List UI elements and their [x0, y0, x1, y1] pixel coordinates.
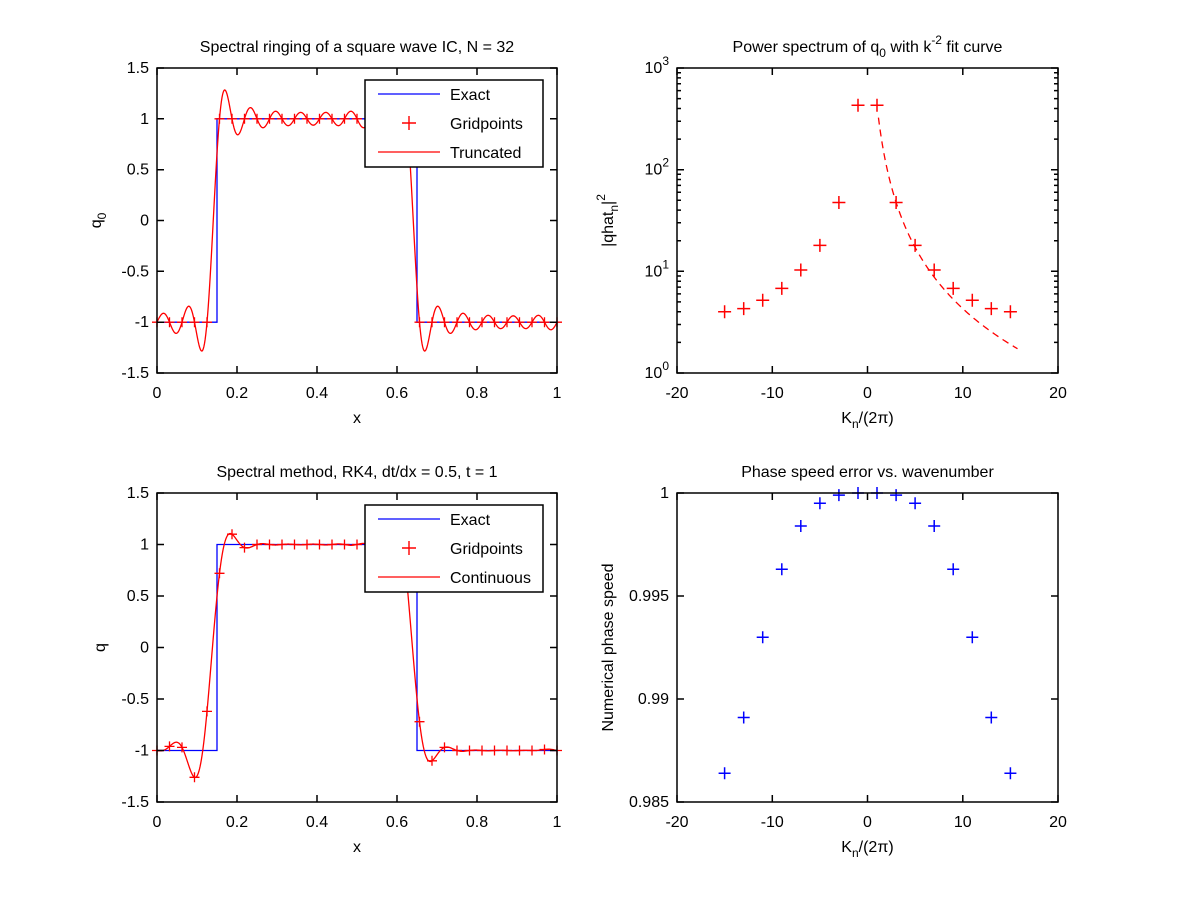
legend-label: Exact	[450, 512, 491, 529]
subplot-phase-speed: -20 -10 0 10 20 0.985 0.99 0.995 1 Phase speed er…	[600, 464, 1067, 860]
legend-label: Exact	[450, 87, 491, 104]
x-axis-label-spectral-method: x	[353, 839, 361, 856]
x-tick-label: -20	[665, 385, 688, 402]
y-axis-label-power-spectrum: |qhatn|2	[594, 194, 621, 247]
marker-layer-power-spectrum	[718, 98, 1017, 319]
axis-ticks-power-spectrum	[676, 67, 1059, 374]
y-tick-label: 103	[645, 54, 670, 77]
chart-title-spectral-method: Spectral method, RK4, dt/dx = 0.5, t = 1	[216, 464, 497, 481]
y-tick-label: 0.985	[629, 794, 669, 811]
x-tick-label: -10	[761, 814, 784, 831]
y-tick-label: 0.5	[127, 588, 149, 605]
x-tick-label: 0.2	[226, 385, 248, 402]
y-tick-label: 0.995	[629, 588, 669, 605]
x-tick-label: -10	[761, 385, 784, 402]
x-tick-label: 0	[863, 385, 872, 402]
legend-label: Truncated	[450, 145, 521, 162]
subplot-spectral-method: 0 0.2 0.4 0.6 0.8 1 -1.5 -1 -0.5 0 0.5 1 1.5 Spectral…	[92, 464, 562, 856]
y-axis-label-phase-speed: Numerical phase speed	[600, 563, 617, 731]
y-tick-label: 101	[645, 257, 670, 280]
subplot-spectral-ringing: 0 0.2 0.4 0.6 0.8 1 -1.5 -1 -0.5 0 0.5 1 1.5 Spectral…	[88, 39, 562, 427]
x-axis-label-spectral-ringing: x	[353, 410, 361, 427]
y-tick-label: -0.5	[121, 263, 149, 280]
legend-plus-swatch	[402, 541, 416, 555]
x-tick-label: -20	[665, 814, 688, 831]
y-tick-label: 102	[645, 156, 670, 179]
chart-title-phase-speed: Phase speed error vs. wavenumber	[741, 464, 994, 481]
y-tick-label: 100	[645, 359, 670, 382]
legend-spectral-ringing: Exact Gridpoints Truncated	[364, 79, 544, 168]
y-tick-label: 0.5	[127, 162, 149, 179]
legend-plus-swatch	[402, 116, 416, 130]
x-tick-label: 0.4	[306, 814, 328, 831]
series-phase-speed-points	[718, 487, 1017, 780]
legend-spectral-method: Exact Gridpoints Continuous	[364, 504, 544, 593]
marker-layer-phase-speed	[718, 487, 1017, 780]
x-tick-label: 0	[863, 814, 872, 831]
x-tick-label: 1	[553, 385, 562, 402]
x-tick-label: 0.2	[226, 814, 248, 831]
x-tick-label: 10	[954, 814, 972, 831]
y-tick-label: -1	[135, 743, 149, 760]
chart-title-power-spectrum: Power spectrum of q0 with k-2 fit curve	[733, 33, 1003, 60]
x-axis-label-phase-speed: Kn/(2π)	[841, 839, 893, 860]
axes-box-power-spectrum	[676, 67, 1059, 374]
y-tick-label: 1.5	[127, 60, 149, 77]
y-tick-label: 0	[140, 640, 149, 657]
y-tick-label: -1.5	[121, 365, 149, 382]
axis-ticks-spectral-method	[156, 492, 558, 803]
axes-box-phase-speed	[676, 492, 1059, 803]
x-tick-label: 0.4	[306, 385, 328, 402]
x-tick-label: 1	[553, 814, 562, 831]
series-spectrum-points	[718, 98, 1017, 319]
x-tick-label: 10	[954, 385, 972, 402]
x-tick-label: 0	[153, 385, 162, 402]
y-axis-label-spectral-ringing: q0	[88, 212, 109, 228]
x-tick-label: 20	[1049, 385, 1067, 402]
y-tick-label: -1	[135, 314, 149, 331]
legend-label: Gridpoints	[450, 541, 523, 558]
legend-label: Continuous	[450, 570, 531, 587]
y-tick-label: 1.5	[127, 485, 149, 502]
y-tick-label: -1.5	[121, 794, 149, 811]
y-tick-label: 0	[140, 213, 149, 230]
x-tick-label: 0.8	[466, 385, 488, 402]
y-tick-label: 1	[660, 485, 669, 502]
y-tick-label: 0.99	[638, 691, 669, 708]
y-tick-label: 1	[140, 537, 149, 554]
axis-ticks-spectral-ringing	[156, 67, 558, 374]
y-tick-label: 1	[140, 111, 149, 128]
axis-ticks-phase-speed	[676, 492, 1059, 803]
series-k2-fit	[877, 117, 1018, 350]
y-axis-label-spectral-method: q	[92, 643, 109, 652]
x-tick-label: 0.6	[386, 385, 408, 402]
x-tick-label: 0	[153, 814, 162, 831]
subplot-power-spectrum: -20 -10 0 10 20 100 101 102 103 Power spectrum of…	[594, 33, 1067, 431]
series-layer-power-spectrum	[877, 117, 1018, 350]
legend-label: Gridpoints	[450, 116, 523, 133]
chart-title-spectral-ringing: Spectral ringing of a square wave IC, N …	[200, 39, 514, 56]
x-tick-label: 0.8	[466, 814, 488, 831]
x-tick-label: 0.6	[386, 814, 408, 831]
x-axis-label-power-spectrum: Kn/(2π)	[841, 410, 893, 431]
x-tick-label: 20	[1049, 814, 1067, 831]
y-tick-label: -0.5	[121, 691, 149, 708]
